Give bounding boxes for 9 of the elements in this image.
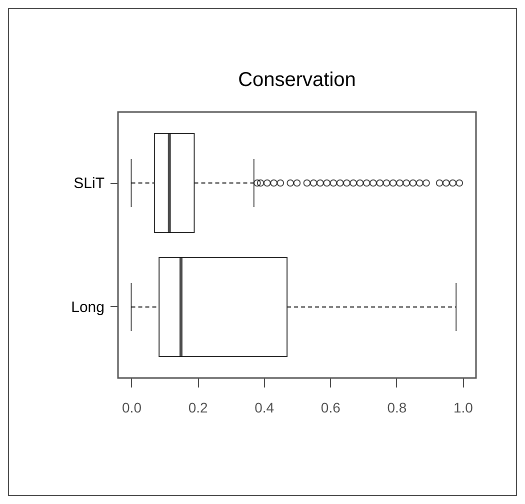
x-tick-label: 1.0 [454,400,474,416]
x-tick-label: 0.8 [387,400,407,416]
x-tick-label: 0.6 [320,400,341,416]
x-tick-label: 0.4 [254,400,274,416]
y-tick-label: Long [71,299,104,316]
x-tick-label: 0.0 [122,400,142,416]
chart-title: Conservation [238,69,356,91]
x-tick-label: 0.2 [188,400,208,416]
y-tick-label: SLiT [74,175,104,192]
